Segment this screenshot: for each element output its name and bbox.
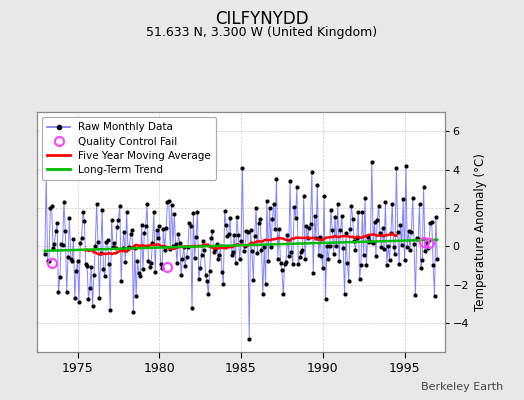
Legend: Raw Monthly Data, Quality Control Fail, Five Year Moving Average, Long-Term Tren: Raw Monthly Data, Quality Control Fail, …: [42, 117, 216, 180]
Text: CILFYNYDD: CILFYNYDD: [215, 10, 309, 28]
Text: Berkeley Earth: Berkeley Earth: [421, 382, 503, 392]
Y-axis label: Temperature Anomaly (°C): Temperature Anomaly (°C): [474, 153, 487, 311]
Text: 51.633 N, 3.300 W (United Kingdom): 51.633 N, 3.300 W (United Kingdom): [146, 26, 378, 39]
